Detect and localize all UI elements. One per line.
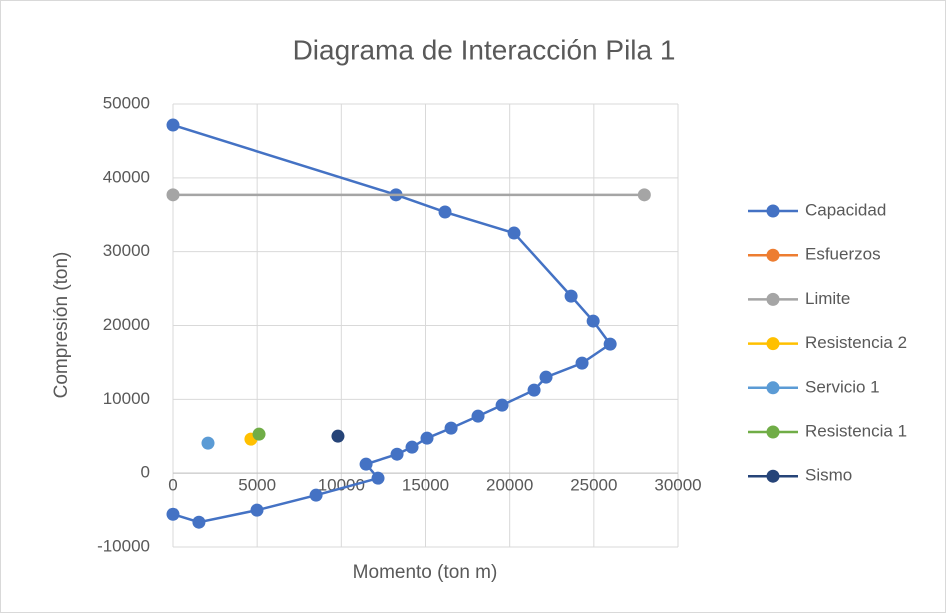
x-tick-label: 5000 xyxy=(238,476,276,495)
data-point xyxy=(166,507,180,521)
data-point xyxy=(390,447,404,461)
series-line xyxy=(172,123,612,524)
data-point xyxy=(539,370,553,384)
data-point xyxy=(507,226,521,240)
y-tick-label: 30000 xyxy=(103,241,150,260)
data-point xyxy=(192,515,206,529)
data-point xyxy=(527,383,541,397)
data-point xyxy=(420,431,434,445)
x-tick-label: 25000 xyxy=(570,476,617,495)
data-point xyxy=(166,118,180,132)
data-point xyxy=(371,471,385,485)
data-point xyxy=(444,421,458,435)
legend-label: Capacidad xyxy=(805,200,886,219)
data-point xyxy=(586,314,600,328)
x-tick-label: 20000 xyxy=(486,476,533,495)
data-point xyxy=(575,356,589,370)
data-point xyxy=(250,503,264,517)
data-point xyxy=(309,488,323,502)
data-point xyxy=(359,457,373,471)
x-tick-label: 15000 xyxy=(402,476,449,495)
x-tick-label: 30000 xyxy=(654,476,701,495)
legend-marker xyxy=(766,292,780,306)
data-point xyxy=(564,289,578,303)
data-point xyxy=(603,337,617,351)
data-point xyxy=(637,188,651,202)
data-point xyxy=(201,436,215,450)
legend-marker xyxy=(766,204,780,218)
y-tick-label: -10000 xyxy=(97,536,150,555)
data-point xyxy=(471,409,485,423)
legend-label: Sismo xyxy=(805,466,852,485)
legend-marker xyxy=(766,248,780,262)
legend-marker xyxy=(766,381,780,395)
legend-label: Resistencia 1 xyxy=(805,421,907,440)
y-tick-label: 40000 xyxy=(103,167,150,186)
x-tick-label: 10000 xyxy=(318,476,365,495)
data-point xyxy=(405,440,419,454)
y-tick-label: 20000 xyxy=(103,315,150,334)
data-point xyxy=(166,188,180,202)
x-tick-label: 0 xyxy=(168,476,177,495)
legend-label: Resistencia 2 xyxy=(805,333,907,352)
data-point xyxy=(495,398,509,412)
y-axis-title: Compresión (ton) xyxy=(51,252,72,399)
data-point xyxy=(438,205,452,219)
legend-label: Servicio 1 xyxy=(805,377,880,396)
legend-marker xyxy=(766,469,780,483)
y-tick-label: 10000 xyxy=(103,389,150,408)
x-axis-title: Momento (ton m) xyxy=(353,562,498,583)
legend-marker xyxy=(766,337,780,351)
legend-label: Esfuerzos xyxy=(805,245,881,264)
y-tick-label: 50000 xyxy=(103,93,150,112)
data-point xyxy=(331,429,345,443)
chart-title: Diagrama de Interacción Pila 1 xyxy=(293,34,676,65)
y-tick-label: 0 xyxy=(141,463,150,482)
legend-marker xyxy=(766,425,780,439)
legend-label: Limite xyxy=(805,289,850,308)
data-point xyxy=(252,427,266,441)
